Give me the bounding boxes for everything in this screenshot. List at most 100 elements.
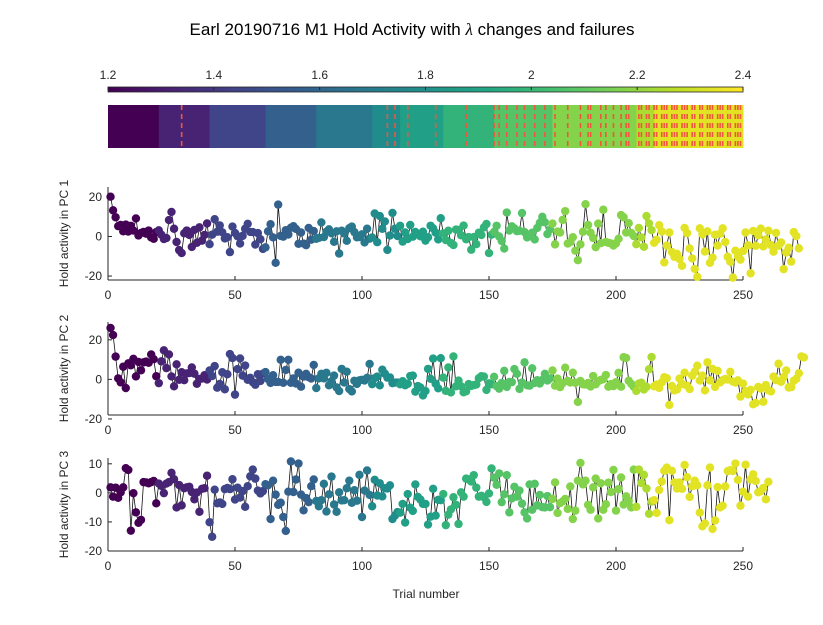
colorbar-swatch <box>621 87 628 92</box>
data-point <box>601 370 611 380</box>
data-point <box>548 494 557 504</box>
data-point <box>215 221 224 230</box>
y-axis-label: Hold activity in PC 3 <box>57 450 71 558</box>
data-point <box>599 205 608 214</box>
data-point <box>792 231 801 241</box>
data-point <box>230 390 240 399</box>
data-point <box>507 377 517 387</box>
data-point <box>408 506 417 516</box>
data-point <box>571 246 580 255</box>
data-point <box>769 247 778 256</box>
data-point <box>530 479 539 489</box>
lambda-strip <box>108 105 744 148</box>
data-point <box>781 366 791 375</box>
colorbar-swatch <box>446 87 453 92</box>
data-point <box>754 231 763 240</box>
data-point <box>588 371 598 381</box>
data-point <box>771 228 781 238</box>
data-point <box>649 495 659 505</box>
data-point <box>195 507 204 516</box>
colorbar-swatch <box>653 87 659 92</box>
colorbar-swatch <box>584 87 591 92</box>
data-point <box>751 398 760 408</box>
data-point <box>373 238 382 247</box>
colorbar: 1.2 1.4 1.6 1.8 2 2.2 2.4 <box>100 68 752 93</box>
data-point <box>444 226 453 235</box>
chart-title: Earl 20190716 M1 Hold Activity with λ ch… <box>190 20 635 39</box>
colorbar-swatch <box>176 87 183 92</box>
x-tick-label: 100 <box>352 288 372 302</box>
x-tick-label: 0 <box>105 559 112 573</box>
data-point <box>284 230 293 239</box>
colorbar-swatch <box>203 87 210 92</box>
data-point <box>662 374 671 383</box>
colorbar-swatch <box>197 87 204 92</box>
colorbar-swatch <box>425 87 432 92</box>
colorbar-swatch <box>695 87 702 92</box>
colorbar-swatch <box>139 87 146 92</box>
data-point <box>561 363 570 372</box>
data-point <box>665 228 674 237</box>
data-point <box>434 235 443 244</box>
data-point <box>223 370 232 379</box>
data-point <box>667 466 677 475</box>
data-point <box>561 206 570 216</box>
data-point <box>281 526 290 536</box>
data-point <box>761 235 771 244</box>
data-point <box>240 361 250 370</box>
data-point <box>654 220 664 230</box>
colorbar-swatch <box>711 87 718 92</box>
data-point <box>256 235 265 244</box>
data-point <box>726 257 735 266</box>
colorbar-tick-label: 2 <box>528 68 535 82</box>
data-point <box>512 369 522 379</box>
data-point <box>436 354 445 363</box>
colorbar-swatch <box>557 87 564 92</box>
data-point <box>482 219 491 229</box>
data-point <box>764 226 773 235</box>
data-point <box>718 501 727 510</box>
colorbar-swatch <box>647 87 654 92</box>
data-point <box>180 375 189 385</box>
data-point <box>766 387 776 396</box>
colorbar-swatch <box>705 87 712 92</box>
y-tick-label: 20 <box>89 190 103 204</box>
colorbar-swatch <box>531 87 538 92</box>
colorbar-swatch <box>192 87 199 92</box>
data-point <box>558 215 567 225</box>
data-point <box>271 490 280 499</box>
colorbar-tick-label: 2.2 <box>629 68 646 82</box>
colorbar-swatch <box>552 87 559 92</box>
data-point <box>357 230 367 239</box>
data-point <box>334 488 344 497</box>
data-point <box>545 502 555 512</box>
colorbar-swatch <box>674 87 681 92</box>
data-point <box>680 460 689 470</box>
data-point <box>393 231 402 241</box>
colorbar-swatch <box>129 87 136 92</box>
data-point <box>210 361 219 371</box>
data-point <box>248 465 257 474</box>
data-point <box>357 512 367 522</box>
data-point <box>296 228 306 237</box>
data-point <box>619 213 628 222</box>
data-point <box>449 240 458 250</box>
data-point <box>111 213 120 222</box>
colorbar-swatch <box>293 87 300 92</box>
data-point <box>718 224 727 233</box>
data-point <box>329 500 339 509</box>
data-point <box>215 379 224 389</box>
data-point <box>601 500 611 509</box>
data-point <box>761 495 771 504</box>
data-point <box>461 387 471 396</box>
colorbar-swatch <box>409 87 416 92</box>
colorbar-swatch <box>256 87 263 92</box>
data-point <box>408 371 417 380</box>
colorbar-swatch <box>690 87 696 92</box>
data-point <box>307 374 316 383</box>
data-point <box>169 224 179 233</box>
data-point <box>162 363 171 373</box>
data-point <box>637 233 646 242</box>
data-point <box>482 385 491 395</box>
